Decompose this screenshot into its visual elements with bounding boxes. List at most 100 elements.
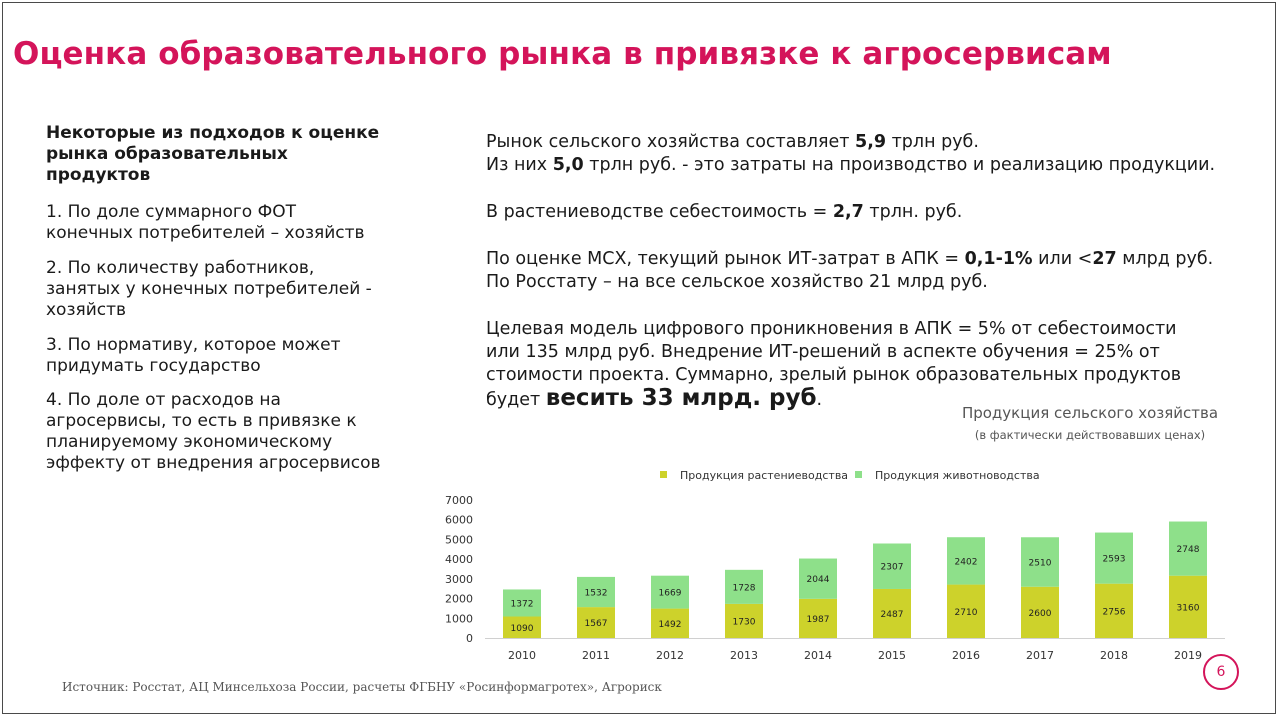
- fact-value: 5,9: [855, 132, 887, 152]
- fact-it-market: По оценке МСХ, текущий рынок ИТ-затрат в…: [486, 248, 1276, 294]
- bar-segment: [1169, 521, 1207, 576]
- x-tick-label: 2013: [730, 649, 758, 662]
- market-facts: Рынок сельского хозяйства составляет 5,9…: [486, 131, 1276, 436]
- fact-highlight: весить 33 млрд. руб: [545, 385, 817, 411]
- bar-segment: [503, 589, 541, 617]
- y-tick-label: 2000: [445, 593, 473, 606]
- y-tick-label: 7000: [445, 494, 473, 507]
- bar-segment: [799, 598, 837, 638]
- x-tick-label: 2017: [1026, 649, 1054, 662]
- source-note: Источник: Росстат, АЦ Минсельхоза России…: [62, 680, 662, 694]
- bar-segment: [725, 569, 763, 604]
- data-label: 2402: [955, 557, 978, 567]
- fact-text: млрд руб.: [1116, 249, 1214, 269]
- bar-segment: [1021, 586, 1059, 638]
- bar-segment: [947, 584, 985, 638]
- x-tick-label: 2015: [878, 649, 906, 662]
- fact-text: или 135 млрд руб. Внедрение ИТ-решений в…: [486, 342, 1160, 362]
- chart-title: Продукция сельского хозяйства: [961, 404, 1219, 422]
- chart-subtitle: (в фактически действовавших ценах): [974, 428, 1206, 442]
- bar-segment: [1095, 532, 1133, 584]
- legend-label: Продукция растениеводства: [680, 469, 848, 482]
- data-label: 2307: [881, 563, 904, 573]
- legend-swatch: [855, 471, 862, 478]
- fact-market-size: Рынок сельского хозяйства составляет 5,9…: [486, 131, 1276, 177]
- fact-text: трлн руб.: [886, 132, 979, 152]
- bar-segment: [651, 575, 689, 609]
- bar-segment: [1021, 537, 1059, 587]
- x-tick-label: 2014: [804, 649, 832, 662]
- data-label: 2748: [1177, 545, 1200, 555]
- data-label: 2510: [1029, 559, 1052, 569]
- approach-item-1: 1. По доле суммарного ФОТ конечных потре…: [46, 202, 365, 243]
- x-tick-label: 2018: [1100, 649, 1128, 662]
- data-label: 2710: [955, 608, 978, 618]
- slide-title: Оценка образовательного рынка в привязке…: [13, 36, 1112, 72]
- data-label: 1090: [511, 624, 534, 634]
- bar-segment: [1169, 575, 1207, 638]
- fact-text: Рынок сельского хозяйства составляет: [486, 132, 856, 152]
- fact-text: Из них: [486, 155, 553, 175]
- bar-segment: [577, 607, 615, 638]
- bar-segment: [873, 543, 911, 589]
- bar-segment: [503, 616, 541, 638]
- data-label: 1372: [511, 599, 534, 609]
- data-label: 1532: [585, 589, 608, 599]
- fact-text: трлн. руб.: [863, 202, 963, 222]
- fact-target-model: Целевая модель цифрового проникновения в…: [486, 318, 1276, 412]
- data-label: 1730: [733, 617, 756, 627]
- bar-segment: [577, 576, 615, 608]
- data-label: 2756: [1103, 607, 1126, 617]
- x-tick-label: 2016: [952, 649, 980, 662]
- page-number-badge: 6: [1203, 654, 1239, 690]
- bar-segment: [873, 588, 911, 638]
- fact-value: 27: [1092, 249, 1117, 269]
- approaches-panel: Некоторые из подходов к оценке рынка обр…: [46, 123, 386, 488]
- x-tick-label: 2011: [582, 649, 610, 662]
- fact-text: или <: [1032, 249, 1093, 269]
- fact-value: 2,7: [832, 202, 864, 222]
- data-label: 1728: [733, 583, 756, 593]
- data-label: 1492: [659, 620, 682, 630]
- approach-item-2: 2. По количеству работников, занятых у к…: [46, 258, 372, 320]
- y-tick-label: 1000: [445, 612, 473, 625]
- fact-value: 5,0: [552, 155, 584, 175]
- approaches-heading: Некоторые из подходов к оценке рынка обр…: [46, 123, 380, 185]
- legend-label: Продукция животноводства: [875, 469, 1040, 482]
- x-tick-label: 2012: [656, 649, 684, 662]
- fact-text: По оценке МСХ, текущий рынок ИТ-затрат в…: [486, 249, 965, 269]
- data-label: 3160: [1177, 603, 1200, 613]
- bar-segment: [799, 558, 837, 599]
- data-label: 2600: [1029, 609, 1052, 619]
- data-label: 1987: [807, 615, 830, 625]
- bar-segment: [1095, 583, 1133, 638]
- stacked-bar-chart: 0 1000 2000 3000 4000 5000 6000 7000 Продукция р…: [445, 469, 1225, 662]
- approach-item-4: 4. По доле от расходов на агросервисы, т…: [46, 390, 381, 473]
- data-label: 2044: [807, 575, 830, 585]
- data-label: 1669: [659, 589, 682, 599]
- fact-text: .: [816, 390, 823, 410]
- fact-text: Целевая модель цифрового проникновения в…: [486, 319, 1177, 339]
- fact-text: стоимости проекта. Суммарно, зрелый рыно…: [486, 365, 1182, 385]
- approach-item-3: 3. По нормативу, которое может придумать…: [46, 335, 341, 376]
- fact-text: В растениеводстве себестоимость =: [486, 202, 833, 222]
- legend-swatch: [660, 471, 667, 478]
- x-tick-label: 2019: [1174, 649, 1202, 662]
- fact-text: трлн руб. - это затраты на производство …: [583, 155, 1216, 175]
- y-tick-label: 6000: [445, 514, 473, 527]
- fact-value: 0,1-1%: [964, 249, 1033, 269]
- bar-segment: [947, 537, 985, 585]
- y-tick-label: 5000: [445, 533, 473, 546]
- data-label: 2593: [1103, 555, 1126, 565]
- y-tick-label: 3000: [445, 573, 473, 586]
- bar-segment: [725, 603, 763, 638]
- x-tick-label: 2010: [508, 649, 536, 662]
- fact-crop-cost: В растениеводстве себестоимость = 2,7 тр…: [486, 201, 1276, 224]
- y-tick-label: 4000: [445, 553, 473, 566]
- data-label: 1567: [585, 619, 608, 629]
- fact-text: будет: [486, 390, 546, 410]
- y-tick-label: 0: [466, 632, 473, 645]
- fact-text: По Росстату – на все сельское хозяйство …: [486, 272, 988, 292]
- data-label: 2487: [881, 610, 904, 620]
